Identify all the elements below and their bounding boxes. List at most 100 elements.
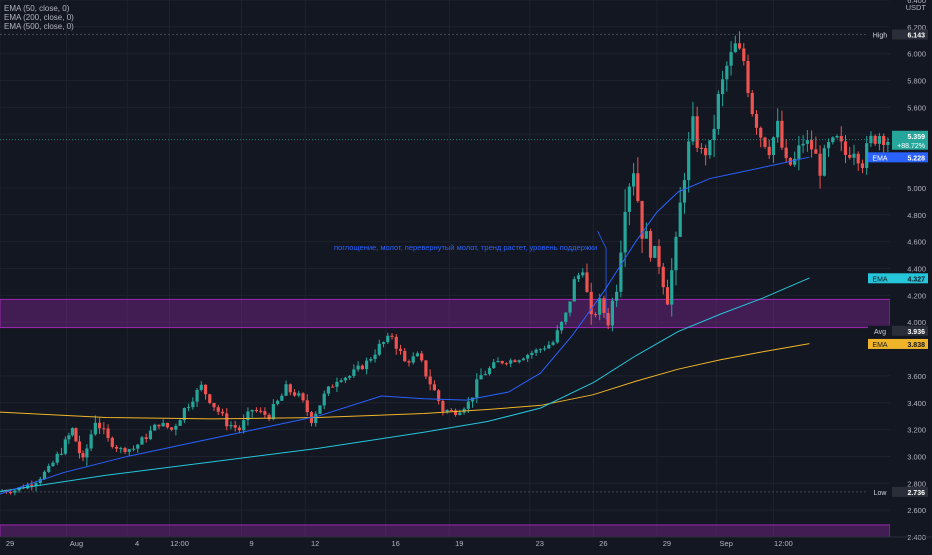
x-tick-label-7: 19 bbox=[455, 539, 463, 548]
candle-body-121 bbox=[509, 360, 513, 364]
candle-body-172 bbox=[725, 65, 729, 80]
candle-body-153 bbox=[644, 231, 648, 239]
candle-body-124 bbox=[521, 358, 526, 361]
candle-body-31 bbox=[127, 449, 131, 452]
marker-value-2: 4.327 bbox=[907, 276, 925, 283]
candle-body-147 bbox=[619, 252, 623, 292]
candle-body-22 bbox=[89, 434, 93, 449]
x-tick-label-8: 23 bbox=[536, 539, 544, 548]
candle-body-148 bbox=[623, 211, 627, 253]
candle-body-75 bbox=[314, 413, 318, 424]
candle-body-120 bbox=[504, 363, 509, 365]
x-tick-label-11: Sep bbox=[720, 539, 733, 548]
candle-body-196 bbox=[826, 142, 831, 149]
y-tick-label-4: 5.600 bbox=[907, 103, 926, 112]
candle-body-50 bbox=[208, 394, 212, 404]
candle-body-205 bbox=[865, 143, 869, 168]
marker-label-2: EMA bbox=[872, 276, 888, 283]
legend-ema-50[interactable]: EMA (50, close, 0) bbox=[4, 4, 70, 13]
candle-body-95 bbox=[398, 348, 403, 351]
candle-body-79 bbox=[331, 386, 335, 388]
candle-body-177 bbox=[746, 60, 750, 93]
marker-label-0: High bbox=[873, 33, 888, 40]
candle-body-46 bbox=[191, 401, 195, 408]
candle-body-131 bbox=[551, 342, 555, 345]
candle-body-132 bbox=[555, 330, 559, 343]
candle-body-87 bbox=[364, 360, 369, 370]
candle-body-161 bbox=[678, 202, 682, 237]
candle-body-54 bbox=[225, 413, 229, 427]
candle-body-88 bbox=[369, 359, 373, 361]
candle-body-104 bbox=[437, 390, 441, 401]
candle-body-29 bbox=[119, 448, 123, 450]
candle-body-162 bbox=[682, 180, 687, 203]
y-tick-label-16: 2.800 bbox=[907, 479, 926, 488]
candle-body-112 bbox=[470, 397, 475, 402]
candle-body-113 bbox=[475, 379, 479, 398]
marker-value-box-4 bbox=[892, 338, 928, 349]
candle-body-28 bbox=[114, 446, 119, 449]
candle-body-99 bbox=[415, 353, 420, 357]
candle-body-141 bbox=[593, 314, 598, 316]
candle-body-181 bbox=[763, 137, 767, 147]
candle-body-81 bbox=[339, 380, 343, 382]
candle-body-155 bbox=[653, 246, 657, 258]
candle-body-165 bbox=[695, 116, 699, 148]
candle-body-3 bbox=[13, 490, 17, 493]
candle-body-61 bbox=[254, 410, 259, 412]
candle-body-182 bbox=[767, 146, 771, 156]
candle-body-105 bbox=[441, 400, 445, 412]
candle-body-146 bbox=[615, 291, 619, 301]
candle-body-122 bbox=[513, 360, 517, 363]
ema-500-line bbox=[0, 343, 810, 420]
candle-body-58 bbox=[242, 420, 246, 431]
candle-body-82 bbox=[343, 377, 348, 381]
candle-body-137 bbox=[576, 275, 581, 280]
candle-body-207 bbox=[873, 135, 877, 144]
candle-body-90 bbox=[377, 343, 381, 355]
y-tick-label-15: 3.000 bbox=[907, 452, 926, 461]
candle-body-190 bbox=[801, 143, 805, 146]
y-tick-label-13: 3.400 bbox=[907, 399, 926, 408]
candle-body-102 bbox=[428, 376, 432, 385]
candle-body-164 bbox=[691, 116, 695, 142]
current-price-value: 5.359 bbox=[907, 134, 925, 141]
candle-body-100 bbox=[420, 353, 424, 361]
candle-body-171 bbox=[720, 79, 725, 95]
marker-value-box-5 bbox=[892, 486, 928, 497]
marker-label-box-4 bbox=[868, 338, 892, 349]
candle-body-129 bbox=[542, 348, 547, 350]
candle-body-173 bbox=[729, 52, 733, 66]
candle-body-166 bbox=[699, 147, 704, 149]
candle-body-180 bbox=[759, 127, 763, 138]
candle-body-142 bbox=[598, 298, 602, 315]
candle-body-32 bbox=[131, 448, 136, 450]
candle-body-154 bbox=[648, 231, 653, 258]
candle-body-45 bbox=[186, 407, 191, 409]
marker-value-box-0 bbox=[892, 29, 928, 40]
candle-body-26 bbox=[106, 428, 110, 438]
candle-body-93 bbox=[390, 335, 394, 337]
candle-body-158 bbox=[665, 287, 670, 305]
legend-ema-200[interactable]: EMA (200, close, 0) bbox=[4, 13, 74, 22]
candle-body-70 bbox=[292, 392, 297, 396]
candle-body-51 bbox=[212, 403, 216, 408]
candle-body-65 bbox=[271, 404, 275, 420]
legend-ema-500[interactable]: EMA (500, close, 0) bbox=[4, 22, 74, 31]
candle-body-170 bbox=[716, 94, 720, 129]
candle-body-167 bbox=[704, 148, 708, 156]
candle-body-85 bbox=[356, 365, 360, 370]
candle-body-10 bbox=[42, 471, 47, 480]
candle-body-67 bbox=[280, 395, 284, 401]
candle-body-130 bbox=[547, 344, 551, 349]
candle-body-94 bbox=[394, 336, 398, 349]
chart-annotation[interactable]: поглощение, молот, перевернутый молот, т… bbox=[334, 243, 598, 252]
candle-body-91 bbox=[381, 342, 386, 344]
candle-body-18 bbox=[74, 428, 78, 442]
candle-body-156 bbox=[657, 246, 661, 267]
candle-body-9 bbox=[38, 479, 42, 483]
candle-body-184 bbox=[776, 120, 780, 138]
candle-body-133 bbox=[559, 321, 564, 331]
